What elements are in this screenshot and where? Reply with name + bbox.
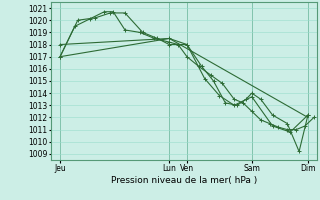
X-axis label: Pression niveau de la mer( hPa ): Pression niveau de la mer( hPa ) bbox=[111, 176, 257, 185]
